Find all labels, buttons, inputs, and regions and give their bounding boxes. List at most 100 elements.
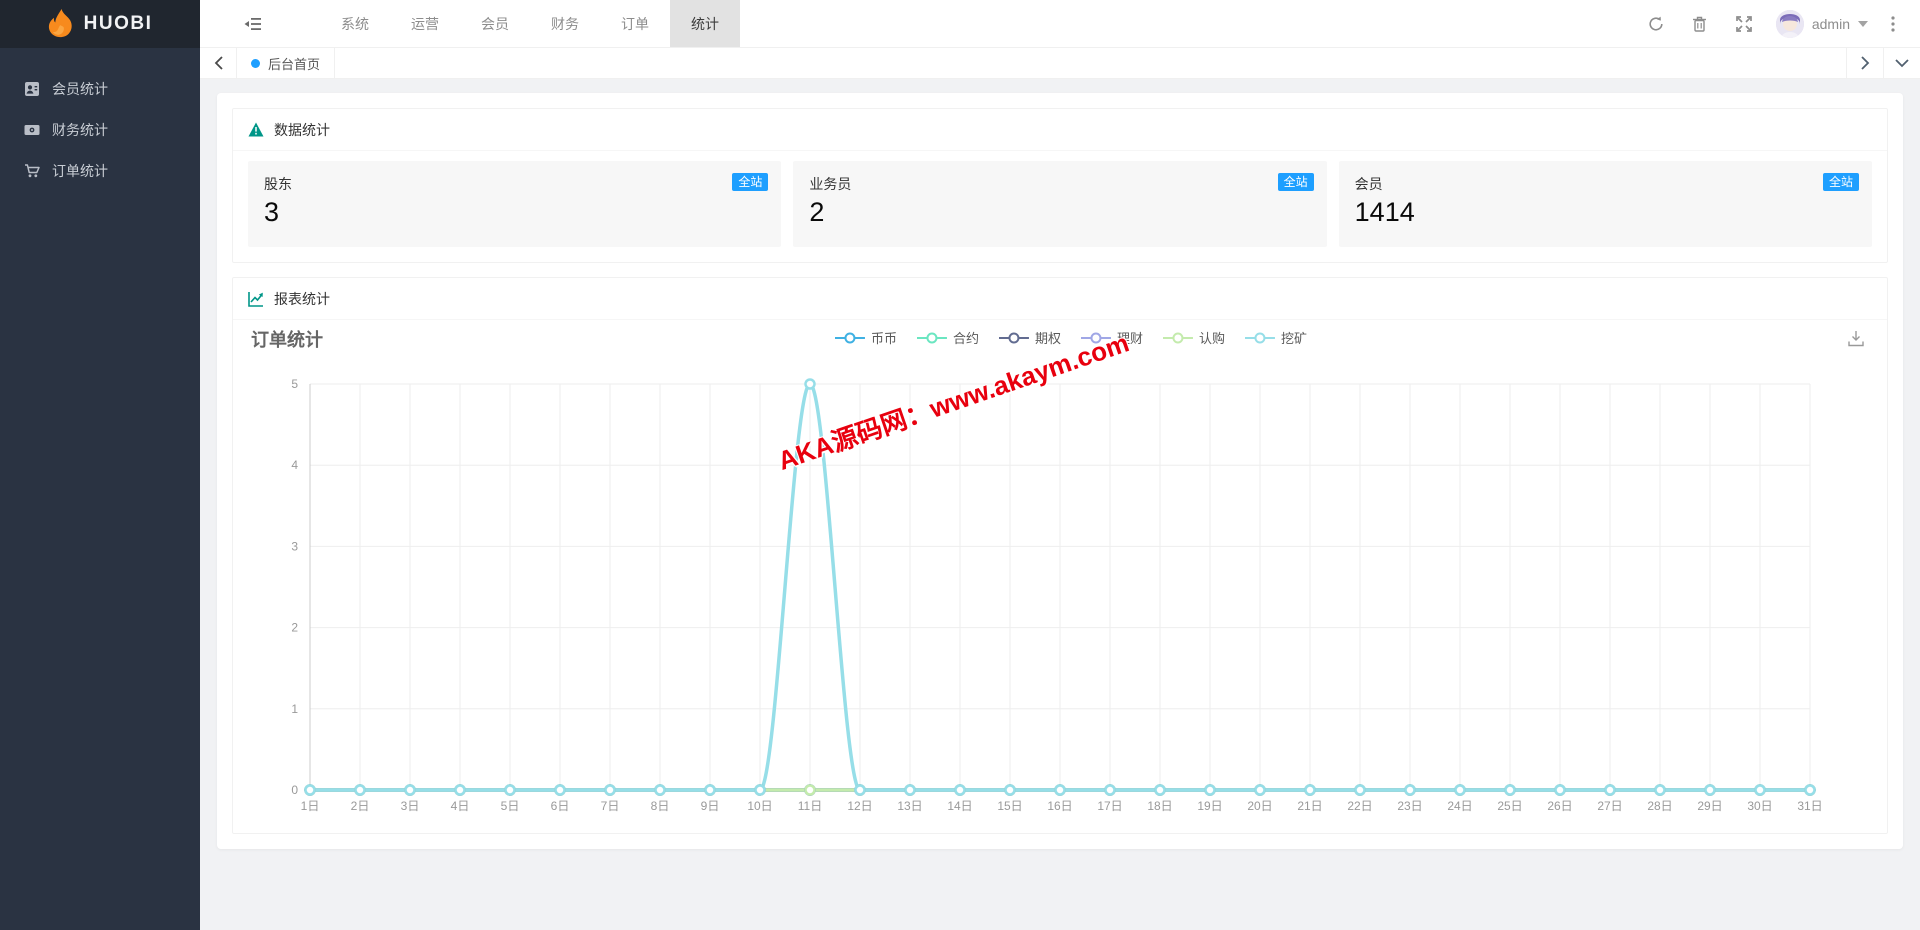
- x-tick-label: 11日: [798, 799, 822, 813]
- fullscreen-button[interactable]: [1724, 0, 1764, 48]
- x-tick-label: 21日: [1297, 799, 1322, 813]
- more-menu-button[interactable]: [1880, 0, 1906, 48]
- x-tick-label: 2日: [351, 799, 370, 813]
- x-tick-label: 7日: [601, 799, 620, 813]
- tabs-scroll-right-button[interactable]: [1846, 48, 1883, 78]
- nav-tab-member[interactable]: 会员: [460, 0, 530, 47]
- x-tick-label: 6日: [551, 799, 570, 813]
- data-point: [1404, 784, 1416, 796]
- panel-title: 数据统计: [274, 121, 330, 138]
- page-tabs-bar: 后台首页: [200, 48, 1920, 79]
- wallet-icon: [24, 124, 40, 135]
- warning-triangle-icon: [248, 122, 264, 137]
- clear-cache-button[interactable]: [1680, 0, 1720, 48]
- y-tick-label: 1: [291, 702, 298, 716]
- y-tick-label: 3: [291, 539, 298, 553]
- username: admin: [1811, 16, 1850, 32]
- more-vertical-icon: [1891, 16, 1895, 32]
- legend-item[interactable]: 币币: [834, 328, 897, 347]
- data-point: [904, 784, 916, 796]
- sidebar-item-member-stats[interactable]: 会员统计: [0, 68, 200, 109]
- legend-item[interactable]: 挖矿: [1245, 328, 1307, 347]
- data-point: [1554, 784, 1566, 796]
- legend-label: 认购: [1199, 331, 1226, 346]
- order-chart: 订单统计 币币 合约 期权 理财 认购 挖矿 0 1 2 3 4 5 1日 2日 3日 4日 5日 6日 7日 8日…: [233, 320, 1887, 833]
- legend-marker-icon: [998, 332, 1029, 343]
- top-header: 系统 运营 会员 财务 订单 统计: [200, 0, 1920, 48]
- legend-label: 期权: [1034, 331, 1061, 346]
- user-menu[interactable]: admin: [1768, 10, 1876, 38]
- sidebar-item-label: 财务统计: [52, 121, 108, 138]
- stat-value: 1414: [1354, 197, 1415, 227]
- status-badge: 全站: [1822, 173, 1859, 191]
- legend-label: 币币: [870, 331, 897, 346]
- data-point: [854, 784, 866, 796]
- nav-tab-order[interactable]: 订单: [600, 0, 670, 47]
- data-point: [1304, 784, 1316, 796]
- panel-title: 报表统计: [274, 290, 330, 307]
- main-content: 数据统计 股东 3 全站 业务员 2 全站 会员 1414 全站: [200, 79, 1920, 930]
- x-tick-label: 16日: [1047, 799, 1072, 813]
- x-tick-label: 25日: [1497, 799, 1522, 813]
- data-point: [504, 784, 516, 796]
- data-stats-header: 数据统计: [233, 109, 1887, 151]
- dashboard-container: 数据统计 股东 3 全站 业务员 2 全站 会员 1414 全站: [217, 93, 1903, 849]
- report-header: 报表统计: [233, 278, 1887, 320]
- x-tick-label: 13日: [897, 799, 922, 813]
- x-tick-label: 23日: [1397, 799, 1422, 813]
- legend-item[interactable]: 期权: [998, 328, 1061, 347]
- nav-tab-statistics[interactable]: 统计: [670, 0, 740, 47]
- y-tick-label: 2: [291, 621, 298, 635]
- x-tick-label: 10日: [747, 799, 772, 813]
- legend-label: 挖矿: [1281, 331, 1308, 346]
- legend-label: 理财: [1117, 331, 1144, 346]
- data-point: [654, 784, 666, 796]
- x-tick-label: 4日: [451, 799, 470, 813]
- page-tab-home[interactable]: 后台首页: [237, 48, 335, 78]
- fullscreen-icon: [1736, 16, 1752, 32]
- legend-item[interactable]: 认购: [1163, 328, 1225, 347]
- x-tick-label: 18日: [1147, 799, 1172, 813]
- active-tab-dot: [250, 58, 260, 68]
- legend-item[interactable]: 合约: [916, 328, 979, 347]
- data-point: [754, 784, 766, 796]
- top-nav-tabs: 系统 运营 会员 财务 订单 统计: [320, 0, 740, 47]
- nav-tab-label: 订单: [621, 15, 649, 32]
- nav-tab-system[interactable]: 系统: [320, 0, 390, 47]
- data-point: [1204, 784, 1216, 796]
- data-point: [354, 784, 366, 796]
- menu-toggle-button[interactable]: [222, 0, 282, 47]
- menu-toggle-icon: [244, 17, 261, 30]
- tabs-scroll-left-button[interactable]: [200, 48, 237, 78]
- nav-tab-finance[interactable]: 财务: [530, 0, 600, 47]
- nav-tab-label: 会员: [481, 15, 509, 32]
- y-tick-label: 5: [291, 377, 298, 391]
- tabs-menu-button[interactable]: [1883, 48, 1920, 78]
- report-panel: 报表统计 订单统计 币币 合约 期权 理财 认购 挖矿 0 1 2 3 4 5 1日 2日 3日 4日 5日 6…: [232, 277, 1888, 834]
- sidebar-item-finance-stats[interactable]: 财务统计: [0, 109, 200, 150]
- caret-down-icon: [1858, 21, 1868, 27]
- x-tick-label: 27日: [1597, 799, 1622, 813]
- x-tick-label: 5日: [501, 799, 520, 813]
- y-tick-label: 0: [291, 783, 298, 797]
- nav-tab-label: 财务: [551, 15, 579, 32]
- x-tick-label: 1日: [301, 799, 320, 813]
- x-tick-label: 28日: [1647, 799, 1672, 813]
- brand-logo[interactable]: HUOBI: [0, 0, 200, 48]
- download-chart-button[interactable]: [1847, 330, 1865, 350]
- legend-marker-icon: [1245, 332, 1276, 343]
- sidebar-item-order-stats[interactable]: 订单统计: [0, 150, 200, 191]
- chart-title: 订单统计: [251, 330, 323, 350]
- data-point: [1604, 784, 1616, 796]
- stat-card-member: 会员 1414 全站: [1338, 161, 1872, 247]
- x-tick-label: 8日: [651, 799, 670, 813]
- refresh-button[interactable]: [1636, 0, 1676, 48]
- nav-tab-label: 运营: [411, 15, 439, 32]
- header-actions: admin: [1636, 0, 1920, 48]
- forward-icon: [1860, 56, 1869, 70]
- legend-item[interactable]: 理财: [1081, 328, 1143, 347]
- refresh-icon: [1649, 16, 1663, 31]
- nav-tab-operation[interactable]: 运营: [390, 0, 460, 47]
- nav-tab-label: 系统: [341, 15, 369, 32]
- data-point: [1354, 784, 1366, 796]
